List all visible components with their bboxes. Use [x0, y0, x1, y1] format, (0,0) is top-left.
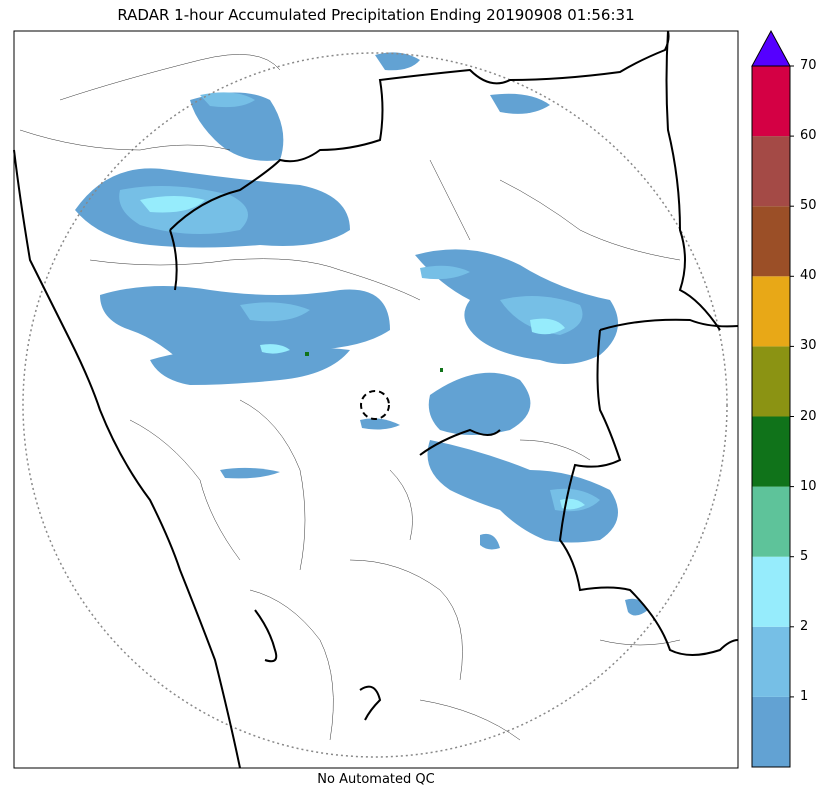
state-boundaries: [13, 30, 739, 769]
precip-area-north: [190, 92, 284, 161]
colorbar-extend-arrow: [751, 29, 791, 67]
radar-range-ring: [22, 52, 728, 758]
colorbar-label-1: 2: [800, 618, 809, 634]
colorbar-bin-5: [752, 346, 790, 417]
precip-area-small-3: [480, 533, 500, 550]
precip-area-southwest: [150, 347, 350, 385]
colorbar-bin-6: [752, 276, 790, 347]
colorbar-label-4: 20: [800, 408, 817, 424]
colorbar-label-7: 50: [800, 198, 817, 214]
colorbar-bin-3: [752, 486, 790, 557]
precip-area-far-north: [375, 52, 420, 71]
precipitation-field-heavy: [140, 196, 585, 510]
colorbar-bin-2: [752, 556, 790, 627]
colorbar-label-5: 30: [800, 338, 817, 354]
map-frame: [13, 30, 739, 769]
colorbar-bin-8: [752, 136, 790, 207]
colorbar-bin-4: [752, 416, 790, 487]
colorbar-label-8: 60: [800, 128, 817, 144]
colorbar-bin-0: [752, 696, 790, 767]
colorbar-label-3: 10: [800, 478, 817, 494]
colorbar-bin-9: [752, 66, 790, 137]
colorbar-label-2: 5: [800, 548, 809, 564]
colorbar-label-6: 40: [800, 268, 817, 284]
radar-site-marker: [360, 390, 390, 420]
colorbar: [751, 65, 794, 768]
colorbar-bin-7: [752, 206, 790, 277]
precip-area-southeast: [427, 440, 618, 543]
colorbar-bin-1: [752, 626, 790, 697]
colorbar-label-9: 70: [800, 58, 817, 73]
district-boundaries: [19, 54, 681, 741]
precip-area-small-1: [360, 418, 400, 430]
precipitation-field-intense: [305, 352, 443, 372]
map-title: RADAR 1-hour Accumulated Precipitation E…: [117, 6, 635, 24]
precip-area-center-east: [428, 372, 531, 435]
map-footer: No Automated QC: [317, 772, 435, 787]
precip-area-south: [220, 467, 280, 479]
precip-area-northeast: [490, 93, 550, 114]
colorbar-label-0: 1: [800, 688, 809, 704]
